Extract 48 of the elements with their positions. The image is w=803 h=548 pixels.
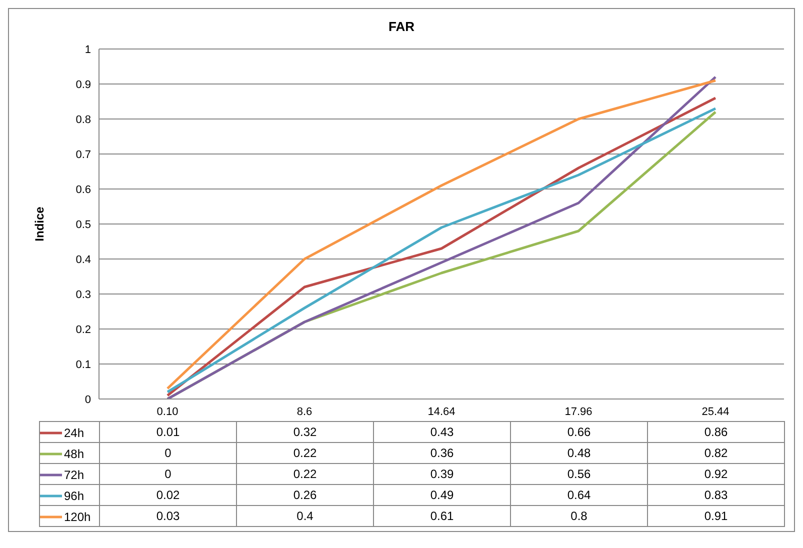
data-label: 0.26: [236, 484, 374, 506]
data-label: 0.92: [648, 464, 784, 484]
y-tick-label: 0.9: [76, 78, 91, 91]
y-tick-label: 0: [84, 394, 91, 406]
x-tick-label: 0.10: [156, 406, 178, 418]
data-label: 0.01: [100, 422, 236, 442]
data-label: 0.49: [374, 484, 510, 506]
x-tick-label: 25.44: [702, 406, 730, 418]
data-label: 0.32: [236, 422, 374, 442]
y-tick-label: 0.1: [76, 358, 91, 371]
x-tick-label: 17.96: [564, 406, 592, 418]
y-axis-title: Indice: [32, 206, 46, 242]
data-label: 0.56: [510, 464, 648, 484]
data-label: 0.86: [648, 422, 784, 442]
data-label: 0.64: [510, 484, 648, 506]
data-label: 0.22: [236, 464, 374, 484]
legend-label: 24h: [63, 426, 84, 440]
data-label: 0.03: [100, 506, 236, 526]
data-label: 0.8: [510, 506, 648, 526]
data-label: 0.48: [510, 442, 648, 464]
legend-label: 96h: [63, 488, 84, 502]
x-tick-label: 14.64: [428, 406, 456, 418]
chart-title: FAR: [388, 18, 416, 36]
data-label: 0.39: [374, 464, 510, 484]
data-label: 0: [100, 464, 236, 484]
data-label: 0.36: [374, 442, 510, 464]
y-tick-label: 0.7: [76, 148, 91, 161]
data-label: 0.02: [100, 484, 236, 506]
data-label: 0.22: [236, 442, 374, 464]
legend-label: 120h: [63, 510, 91, 524]
data-label: 0.82: [648, 442, 784, 464]
y-tick-label: 0.5: [76, 218, 91, 231]
legend-label: 48h: [63, 446, 84, 460]
x-tick-label: 8.6: [296, 406, 312, 418]
data-label: 0.83: [648, 484, 784, 506]
legend-label: 72h: [63, 468, 84, 482]
y-tick-label: 1: [84, 44, 91, 56]
data-label: 0.66: [510, 422, 648, 442]
y-tick-label: 0.2: [76, 324, 91, 336]
data-label: 0.43: [374, 422, 510, 442]
y-tick-label: 0.8: [76, 114, 91, 126]
y-tick-label: 0.3: [76, 288, 91, 301]
y-tick-label: 0.6: [76, 184, 91, 196]
data-label: 0.61: [374, 506, 510, 526]
data-label: 0.4: [236, 506, 374, 526]
y-tick-label: 0.4: [76, 254, 91, 266]
data-label: 0.91: [648, 506, 784, 526]
data-label: 0: [100, 442, 236, 464]
